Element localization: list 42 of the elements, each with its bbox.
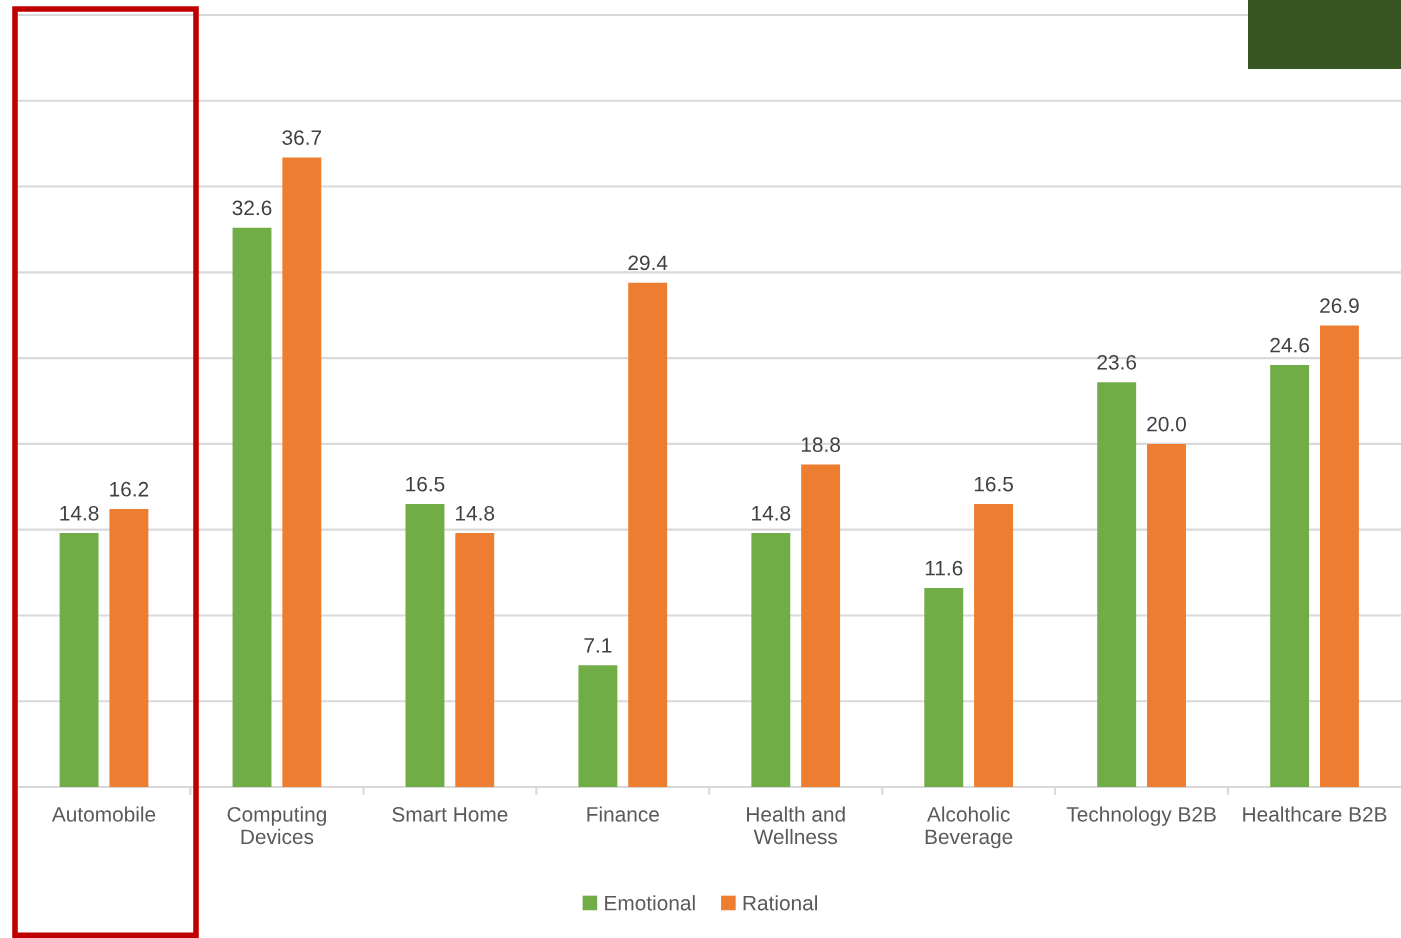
- bar: [1270, 364, 1310, 787]
- x-tick-label: Smart Home: [392, 806, 508, 822]
- x-tick-label: Technology B2B: [1066, 806, 1216, 826]
- bar: [974, 503, 1014, 787]
- bar: [578, 665, 618, 787]
- data-label: 16.5: [974, 476, 1013, 492]
- bar: [59, 533, 99, 787]
- bar: [405, 503, 445, 787]
- bar: [282, 157, 322, 787]
- data-label: 20.0: [1147, 416, 1186, 432]
- data-label: 14.8: [456, 505, 495, 521]
- legend-label: Emotional: [605, 895, 695, 911]
- bar: [924, 587, 964, 787]
- data-label: 24.6: [1270, 337, 1309, 353]
- bar: [109, 509, 149, 787]
- bar: [628, 282, 668, 787]
- bar: [801, 464, 841, 787]
- x-tick-label: Finance: [587, 806, 659, 822]
- data-label: 14.8: [752, 505, 791, 521]
- data-label: 16.2: [110, 481, 149, 497]
- x-tick-label: Computing Devices: [227, 806, 326, 845]
- data-label: 36.7: [282, 130, 322, 145]
- bar: [1147, 443, 1186, 787]
- data-label: 11.6: [925, 560, 963, 576]
- data-label: 16.5: [406, 476, 445, 492]
- bar: [232, 227, 272, 787]
- bar: [455, 533, 495, 787]
- bar: [751, 533, 791, 787]
- data-label: 7.1: [584, 638, 612, 653]
- data-label: 23.6: [1097, 354, 1137, 370]
- bar: [1097, 382, 1137, 787]
- x-tick-label: Automobile: [51, 806, 156, 822]
- data-label: 32.6: [232, 200, 272, 216]
- legend-label: Rational: [743, 895, 817, 911]
- x-tick-label: Alcoholic Beverage: [925, 806, 1013, 849]
- data-label: 14.8: [60, 505, 99, 521]
- x-tick-label: Healthcare B2B: [1243, 806, 1387, 822]
- data-label: 29.4: [628, 255, 668, 271]
- x-tick-label: Health and Wellness: [747, 806, 845, 845]
- data-label: 26.9: [1320, 298, 1359, 314]
- data-label: 18.8: [801, 437, 840, 453]
- bar: [1319, 325, 1359, 787]
